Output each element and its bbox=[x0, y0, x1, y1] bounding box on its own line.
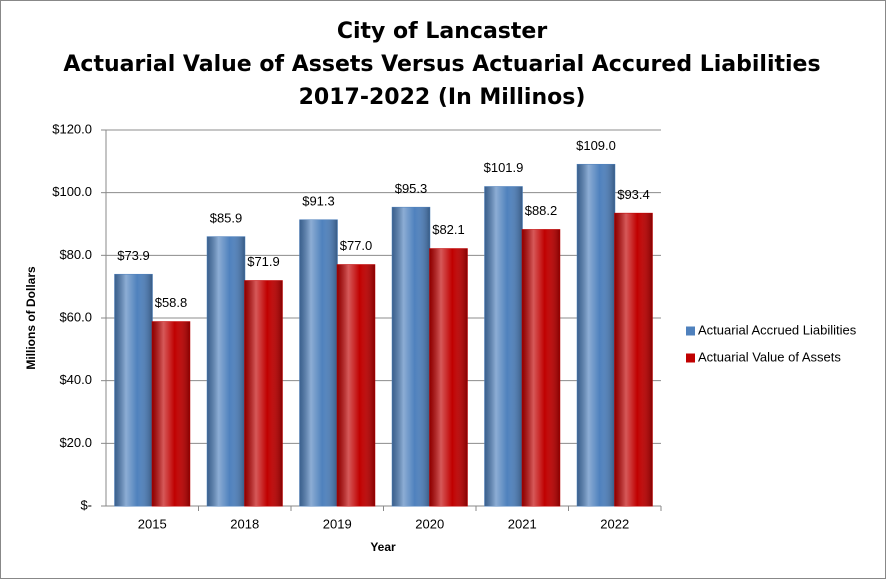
x-axis-title: Year bbox=[370, 540, 396, 554]
bar-shading bbox=[152, 321, 190, 506]
y-tick-label: $60.0 bbox=[59, 309, 92, 324]
data-label: $88.2 bbox=[525, 203, 558, 218]
data-label: $109.0 bbox=[576, 138, 616, 153]
data-label: $82.1 bbox=[432, 222, 465, 237]
x-tick-label: 2020 bbox=[415, 516, 444, 531]
y-tick-label: $80.0 bbox=[59, 247, 92, 262]
bar-shading bbox=[337, 264, 375, 506]
data-label: $73.9 bbox=[117, 248, 150, 263]
bar-shading bbox=[244, 280, 283, 506]
y-tick-label: $100.0 bbox=[52, 184, 92, 199]
y-tick-label: $20.0 bbox=[59, 435, 92, 450]
data-label: $101.9 bbox=[484, 160, 524, 175]
bar-shading bbox=[614, 213, 653, 506]
x-tick-label: 2021 bbox=[508, 516, 537, 531]
data-label: $95.3 bbox=[395, 181, 428, 196]
bar-shading bbox=[299, 219, 338, 506]
data-label: $71.9 bbox=[247, 254, 280, 269]
data-label: $77.0 bbox=[340, 238, 373, 253]
bar-shading bbox=[114, 274, 153, 506]
data-label: $58.8 bbox=[155, 295, 188, 310]
legend-label: Actuarial Value of Assets bbox=[698, 349, 841, 364]
bar-shading bbox=[577, 164, 615, 506]
legend-label: Actuarial Accrued Liabilities bbox=[698, 322, 857, 337]
y-axis-title: Millions of Dollars bbox=[24, 266, 38, 370]
chart-title: 2017-2022 (In Millinos) bbox=[299, 85, 586, 110]
x-tick-label: 2022 bbox=[600, 516, 629, 531]
legend-swatch bbox=[686, 353, 695, 363]
bar-shading bbox=[484, 186, 523, 507]
bar-shading bbox=[429, 248, 468, 506]
bar-shading bbox=[522, 229, 560, 506]
y-tick-label: $120.0 bbox=[52, 121, 92, 136]
chart-title: City of Lancaster bbox=[337, 19, 547, 44]
chart-title: Actuarial Value of Assets Versus Actuari… bbox=[63, 52, 820, 77]
data-label: $91.3 bbox=[302, 193, 335, 208]
bar-shading bbox=[392, 207, 430, 507]
x-tick-label: 2019 bbox=[323, 516, 352, 531]
y-tick-label: $40.0 bbox=[59, 372, 92, 387]
data-label: $85.9 bbox=[210, 210, 243, 225]
x-tick-label: 2015 bbox=[138, 516, 167, 531]
x-tick-label: 2018 bbox=[230, 516, 259, 531]
legend-swatch bbox=[686, 326, 695, 336]
data-label: $93.4 bbox=[617, 187, 650, 202]
y-tick-label: $- bbox=[80, 497, 92, 512]
bar-shading bbox=[207, 236, 245, 506]
